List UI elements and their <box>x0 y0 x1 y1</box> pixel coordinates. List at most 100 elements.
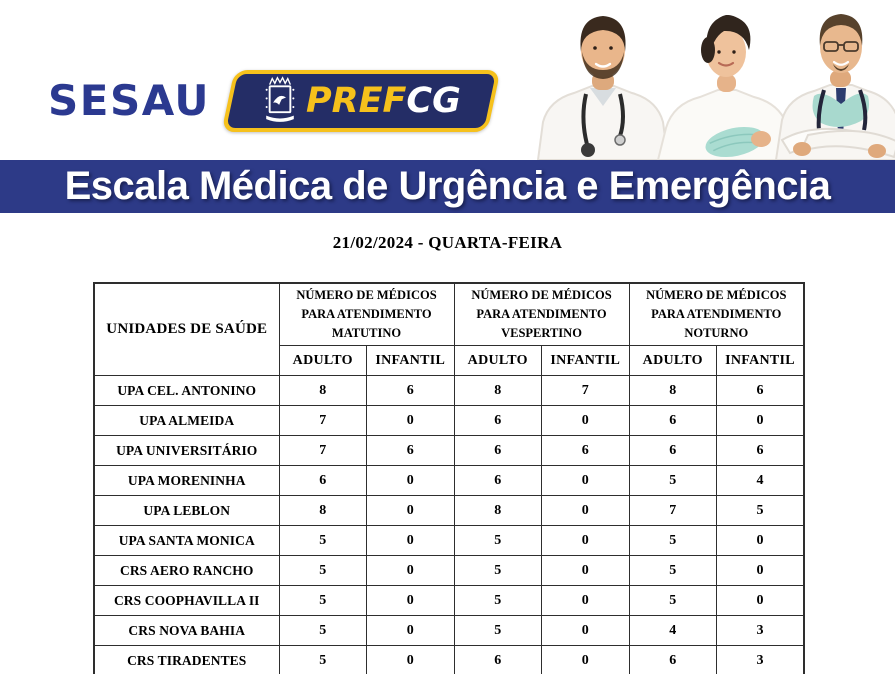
count-cell: 8 <box>628 375 718 406</box>
table-group-header-row: UNIDADES DE SAÚDE NÚMERO DE MÉDICOS PARA… <box>93 282 805 376</box>
title-banner: Escala Médica de Urgência e Emergência <box>0 160 895 213</box>
table-row: UPA ALMEIDA 7 0 6 0 6 0 <box>93 405 805 436</box>
count-cell: 5 <box>278 585 367 616</box>
count-cell: 7 <box>628 495 718 526</box>
doctor-male-right <box>774 14 895 160</box>
count-cell: 7 <box>278 405 367 436</box>
doctors-photo <box>530 0 895 160</box>
count-cell: 5 <box>453 615 543 646</box>
count-cell: 5 <box>628 525 718 556</box>
schedule-table: UNIDADES DE SAÚDE NÚMERO DE MÉDICOS PARA… <box>93 282 806 674</box>
schedule-date: 21/02/2024 - QUARTA-FEIRA <box>332 233 563 252</box>
count-cell: 0 <box>716 585 805 616</box>
count-cell: 6 <box>628 645 718 674</box>
count-cell: 4 <box>628 615 718 646</box>
unit-name-cell: CRS NOVA BAHIA <box>93 615 280 646</box>
count-cell: 8 <box>453 375 543 406</box>
count-cell: 0 <box>366 525 455 556</box>
unit-name-cell: UPA ALMEIDA <box>93 405 280 436</box>
count-cell: 6 <box>453 435 543 466</box>
count-cell: 5 <box>453 525 543 556</box>
infantil-column-header: INFANTIL <box>366 345 455 376</box>
count-cell: 6 <box>453 645 543 674</box>
prefcg-logo-pref: PREF <box>306 80 407 121</box>
count-cell: 6 <box>366 435 455 466</box>
table-row: CRS TIRADENTES 5 0 6 0 6 3 <box>93 645 805 674</box>
count-cell: 6 <box>453 405 543 436</box>
count-cell: 5 <box>628 585 718 616</box>
prefcg-logo-text: PREFCG <box>306 80 461 121</box>
table-row: UPA MORENINHA 6 0 6 0 5 4 <box>93 465 805 496</box>
count-cell: 6 <box>628 405 718 436</box>
unit-name-cell: UPA LEBLON <box>93 495 280 526</box>
table-row: CRS COOPHAVILLA II 5 0 5 0 5 0 <box>93 585 805 616</box>
count-cell: 6 <box>716 375 805 406</box>
count-cell: 0 <box>541 525 630 556</box>
document-header: SESAU PREFCG <box>0 0 895 160</box>
count-cell: 0 <box>541 555 630 586</box>
count-cell: 6 <box>628 435 718 466</box>
prefcg-logo: PREFCG <box>221 70 501 132</box>
count-cell: 3 <box>716 615 805 646</box>
count-cell: 0 <box>366 405 455 436</box>
doctor-female-middle <box>656 14 798 160</box>
count-cell: 5 <box>628 555 718 586</box>
count-cell: 0 <box>366 495 455 526</box>
count-cell: 8 <box>453 495 543 526</box>
vespertino-group-header: NÚMERO DE MÉDICOS PARA ATENDIMENTO VESPE… <box>453 282 630 346</box>
count-cell: 6 <box>453 465 543 496</box>
count-cell: 0 <box>541 615 630 646</box>
count-cell: 8 <box>278 375 367 406</box>
count-cell: 0 <box>366 465 455 496</box>
count-cell: 7 <box>278 435 367 466</box>
campo-grande-crest-icon <box>265 76 295 122</box>
count-cell: 0 <box>541 495 630 526</box>
unit-name-cell: UPA CEL. ANTONINO <box>93 375 280 406</box>
prefcg-logo-cg: CG <box>406 80 461 121</box>
unit-name-cell: UPA MORENINHA <box>93 465 280 496</box>
adulto-column-header: ADULTO <box>628 345 718 376</box>
count-cell: 5 <box>628 465 718 496</box>
adulto-column-header: ADULTO <box>278 345 367 376</box>
count-cell: 5 <box>453 555 543 586</box>
unit-name-cell: CRS TIRADENTES <box>93 645 280 674</box>
count-cell: 0 <box>366 585 455 616</box>
table-sub-header-row: ADULTO INFANTIL ADULTO INFANTIL ADULTO I… <box>94 345 805 376</box>
table-row: UPA SANTA MONICA 5 0 5 0 5 0 <box>93 525 805 556</box>
count-cell: 0 <box>366 555 455 586</box>
infantil-column-header: INFANTIL <box>716 345 805 376</box>
doctor-male-left <box>536 16 670 160</box>
infantil-column-header: INFANTIL <box>541 345 630 376</box>
table-row: UPA LEBLON 8 0 8 0 7 5 <box>93 495 805 526</box>
count-cell: 5 <box>278 615 367 646</box>
table-row: CRS AERO RANCHO 5 0 5 0 5 0 <box>93 555 805 586</box>
unit-name-cell: UPA UNIVERSITÁRIO <box>93 435 280 466</box>
table-row: UPA UNIVERSITÁRIO 7 6 6 6 6 6 <box>93 435 805 466</box>
unit-name-cell: UPA SANTA MONICA <box>93 525 280 556</box>
count-cell: 6 <box>541 435 630 466</box>
page-title: Escala Médica de Urgência e Emergência <box>64 164 831 208</box>
unit-name-cell: CRS AERO RANCHO <box>93 555 280 586</box>
count-cell: 0 <box>366 615 455 646</box>
matutino-group-header: NÚMERO DE MÉDICOS PARA ATENDIMENTO MATUT… <box>278 282 455 346</box>
count-cell: 5 <box>278 555 367 586</box>
count-cell: 0 <box>366 645 455 674</box>
count-cell: 7 <box>541 375 630 406</box>
table-row: UPA CEL. ANTONINO 8 6 8 7 8 6 <box>93 375 805 406</box>
adulto-column-header: ADULTO <box>453 345 543 376</box>
count-cell: 5 <box>278 525 367 556</box>
count-cell: 3 <box>716 645 805 674</box>
noturno-group-header: NÚMERO DE MÉDICOS PARA ATENDIMENTO NOTUR… <box>628 282 805 346</box>
count-cell: 0 <box>541 405 630 436</box>
unit-name-cell: CRS COOPHAVILLA II <box>93 585 280 616</box>
count-cell: 0 <box>541 585 630 616</box>
count-cell: 4 <box>716 465 805 496</box>
count-cell: 0 <box>716 525 805 556</box>
count-cell: 0 <box>541 465 630 496</box>
count-cell: 5 <box>278 645 367 674</box>
count-cell: 0 <box>716 405 805 436</box>
count-cell: 0 <box>716 555 805 586</box>
count-cell: 6 <box>278 465 367 496</box>
count-cell: 6 <box>716 435 805 466</box>
